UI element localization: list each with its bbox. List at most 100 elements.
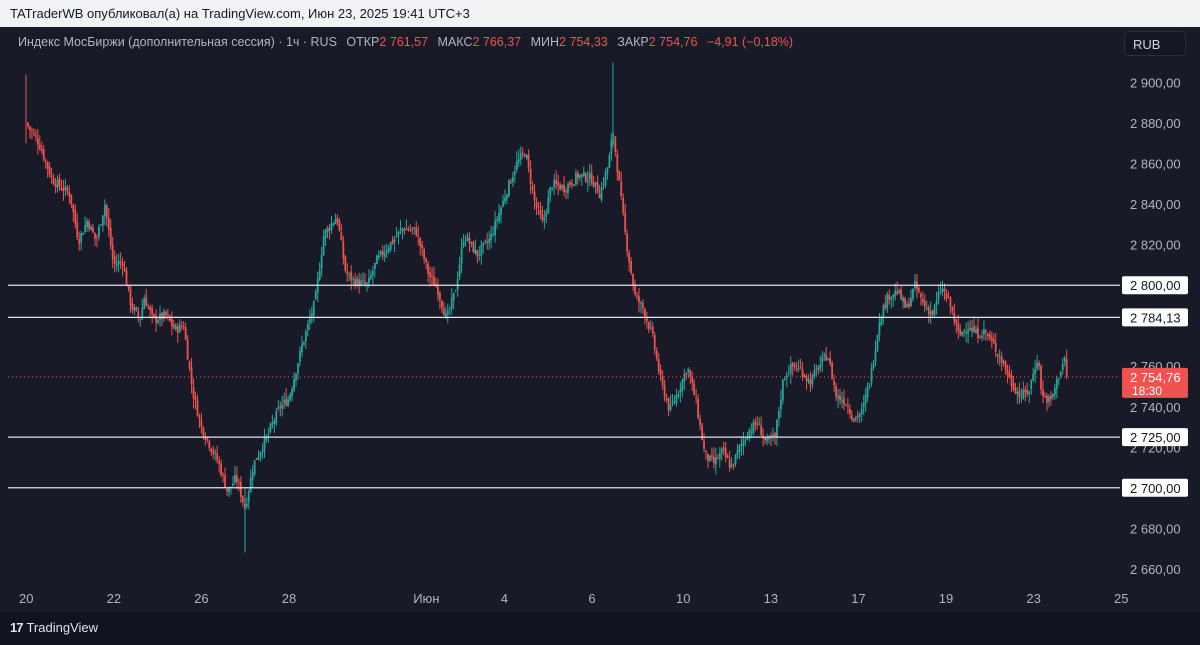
candle-body xyxy=(973,326,975,333)
candle-body xyxy=(482,242,485,246)
candle-body xyxy=(691,376,694,383)
candle-body xyxy=(515,161,518,171)
candle-body xyxy=(902,297,904,302)
x-tick-label: 20 xyxy=(19,591,33,606)
candle-body xyxy=(791,362,794,367)
candle-body xyxy=(1048,396,1050,402)
candle-body xyxy=(334,219,337,225)
x-tick-label: 22 xyxy=(107,591,121,606)
candle-body xyxy=(1010,375,1013,386)
candle-body xyxy=(228,487,230,493)
candle-body xyxy=(291,388,293,397)
candle-body xyxy=(358,279,360,287)
candle-body xyxy=(474,249,477,254)
candle-body xyxy=(1014,387,1017,394)
candle-body xyxy=(651,326,654,334)
candle-body xyxy=(429,272,431,278)
candles-group xyxy=(25,62,1068,553)
candle-body xyxy=(202,427,205,437)
high-value: 2 766,37 xyxy=(472,35,522,49)
candle-body xyxy=(728,459,731,468)
candle-body xyxy=(634,286,636,295)
candle-body xyxy=(340,232,343,241)
candle-body xyxy=(1028,391,1031,394)
candle-body xyxy=(492,233,495,235)
candle-body xyxy=(797,367,800,369)
candle-body xyxy=(115,264,118,266)
candle-body xyxy=(131,303,134,310)
candle-body xyxy=(860,408,863,415)
candle-body xyxy=(312,301,315,316)
candle-body xyxy=(251,472,254,480)
candle-body xyxy=(458,264,461,278)
candle-body xyxy=(730,464,733,467)
candle-body xyxy=(884,304,887,308)
candle-body xyxy=(957,323,960,331)
candle-body xyxy=(864,394,867,404)
candle-body xyxy=(360,280,362,286)
candle-body xyxy=(996,353,999,356)
candle-body xyxy=(72,204,75,212)
open-value: 2 761,57 xyxy=(379,35,429,49)
candle-body xyxy=(774,433,776,437)
candle-body xyxy=(498,212,500,222)
candle-body xyxy=(267,433,270,435)
candle-body xyxy=(809,379,812,386)
candle-body xyxy=(281,404,284,409)
y-tick-label: 2 740,00 xyxy=(1130,400,1181,415)
candle-body xyxy=(153,314,156,317)
candle-body xyxy=(638,296,640,303)
candle-body xyxy=(1018,390,1021,397)
candle-body xyxy=(594,181,597,186)
candle-body xyxy=(48,167,51,176)
symbol-legend: Индекс МосБиржи (дополнительная сессия) … xyxy=(18,35,793,49)
level-price-badge xyxy=(1122,276,1188,295)
currency-button[interactable]: RUB xyxy=(1124,31,1186,56)
candle-body xyxy=(799,367,802,369)
candle-body xyxy=(1022,389,1025,398)
candle-body xyxy=(180,325,183,328)
candle-body xyxy=(403,229,406,232)
candle-body xyxy=(261,450,264,453)
level-price-label: 2 784,13 xyxy=(1130,310,1181,325)
candle-body xyxy=(965,331,968,333)
symbol-title[interactable]: Индекс МосБиржи (дополнительная сессия) … xyxy=(18,35,337,49)
candle-body xyxy=(27,122,29,127)
candle-body xyxy=(283,399,286,404)
candle-body xyxy=(697,399,700,419)
candle-body xyxy=(990,337,993,341)
chart-area[interactable] xyxy=(0,27,1200,612)
candle-body xyxy=(216,453,219,461)
candle-body xyxy=(823,354,826,357)
candle-body xyxy=(133,307,136,311)
candle-body xyxy=(259,452,262,457)
x-tick-label: 4 xyxy=(501,591,508,606)
candle-body xyxy=(701,425,703,441)
candle-body xyxy=(167,314,169,316)
level-price-label: 2 725,00 xyxy=(1130,430,1181,445)
tradingview-logo[interactable]: 17 TradingView xyxy=(10,620,98,635)
x-tick-label: 19 xyxy=(939,591,953,606)
candle-body xyxy=(653,335,656,350)
candle-body xyxy=(551,187,554,189)
candle-body xyxy=(101,215,104,226)
high-label: МАКС xyxy=(437,35,473,49)
candle-body xyxy=(188,361,191,369)
candle-body xyxy=(813,370,816,377)
candle-body xyxy=(588,172,591,180)
candle-body xyxy=(858,413,861,417)
candle-body xyxy=(395,236,398,238)
candle-body xyxy=(890,297,893,300)
candle-body xyxy=(559,184,562,190)
candle-body xyxy=(407,228,410,231)
candle-body xyxy=(437,286,439,295)
candle-body xyxy=(117,261,120,265)
candle-body xyxy=(645,317,648,321)
candle-body xyxy=(511,177,514,182)
candle-body xyxy=(113,256,116,265)
candle-body xyxy=(161,313,163,320)
candle-body xyxy=(872,362,875,368)
candle-body xyxy=(330,223,333,231)
candle-body xyxy=(854,417,857,420)
